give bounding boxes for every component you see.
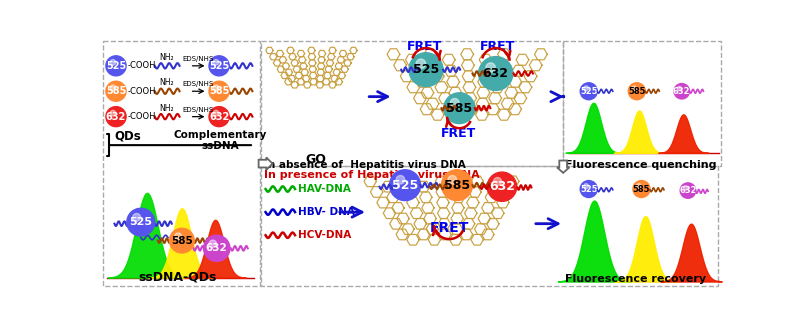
Text: QDs: QDs	[114, 130, 141, 143]
Text: 525: 525	[579, 87, 597, 96]
Text: In presence of Hepatitis virus DNA: In presence of Hepatitis virus DNA	[263, 170, 479, 180]
Circle shape	[132, 214, 141, 221]
Text: NH₂: NH₂	[159, 53, 173, 62]
Text: NH₂: NH₂	[159, 104, 173, 113]
Text: Complementary
ssDNA: Complementary ssDNA	[173, 130, 267, 151]
Text: -COOH: -COOH	[128, 87, 156, 96]
Circle shape	[110, 85, 116, 90]
Text: 632: 632	[106, 112, 126, 122]
Circle shape	[396, 176, 404, 184]
Circle shape	[450, 98, 459, 107]
Circle shape	[627, 83, 645, 100]
Circle shape	[416, 59, 425, 68]
Circle shape	[106, 107, 126, 127]
Text: EDS/NHS: EDS/NHS	[182, 56, 214, 62]
Circle shape	[106, 81, 126, 101]
Bar	[562, 41, 720, 166]
Text: 585: 585	[106, 86, 126, 96]
Text: ssDNA-QDs: ssDNA-QDs	[139, 271, 217, 284]
Circle shape	[209, 240, 216, 248]
Circle shape	[583, 184, 588, 189]
Circle shape	[493, 178, 501, 186]
Text: HAV-DNA: HAV-DNA	[298, 184, 351, 194]
Bar	[261, 166, 717, 286]
Circle shape	[409, 53, 442, 87]
Text: NH₂: NH₂	[159, 78, 173, 87]
Circle shape	[106, 56, 126, 76]
Circle shape	[673, 84, 689, 99]
Text: 585: 585	[627, 87, 645, 96]
Circle shape	[389, 170, 420, 201]
Circle shape	[683, 186, 687, 190]
Circle shape	[485, 63, 495, 72]
Text: -COOH: -COOH	[128, 112, 156, 121]
Circle shape	[443, 93, 475, 123]
Circle shape	[487, 172, 516, 201]
Text: 632: 632	[672, 87, 690, 96]
Text: FRET: FRET	[440, 127, 475, 140]
Circle shape	[676, 87, 681, 91]
Text: 525: 525	[413, 63, 438, 76]
Text: 585: 585	[632, 185, 650, 193]
Text: HCV-DNA: HCV-DNA	[298, 230, 351, 240]
Text: -COOH: -COOH	[128, 61, 156, 70]
Circle shape	[631, 86, 636, 91]
Circle shape	[580, 83, 597, 100]
Circle shape	[203, 235, 230, 261]
Circle shape	[127, 208, 154, 236]
Circle shape	[110, 60, 116, 65]
Text: EDS/NHS: EDS/NHS	[182, 81, 214, 87]
Text: 632: 632	[679, 186, 696, 195]
Polygon shape	[556, 160, 569, 173]
Text: 632: 632	[482, 67, 508, 80]
Text: Fluorescence recovery: Fluorescence recovery	[565, 274, 706, 284]
Text: 632: 632	[488, 180, 514, 193]
Circle shape	[583, 86, 588, 91]
Text: In absence of  Hepatitis virus DNA: In absence of Hepatitis virus DNA	[263, 160, 465, 170]
Text: 525: 525	[209, 61, 229, 71]
Circle shape	[636, 184, 641, 189]
Text: 585: 585	[446, 102, 472, 115]
Circle shape	[213, 85, 218, 90]
Circle shape	[174, 233, 181, 240]
Circle shape	[209, 81, 229, 101]
Circle shape	[441, 170, 472, 201]
Circle shape	[213, 60, 218, 65]
Text: 632: 632	[209, 112, 229, 122]
Circle shape	[169, 228, 194, 253]
Circle shape	[580, 180, 597, 198]
Text: HBV- DNA: HBV- DNA	[298, 207, 355, 217]
Text: 632: 632	[206, 243, 227, 253]
Bar	[261, 41, 562, 166]
Text: EDS/NHS: EDS/NHS	[182, 107, 214, 113]
Text: 585: 585	[443, 179, 470, 192]
Text: 525: 525	[106, 61, 126, 71]
Circle shape	[478, 57, 512, 90]
Circle shape	[213, 110, 218, 116]
Text: FRET: FRET	[406, 40, 442, 53]
Text: FRET: FRET	[429, 221, 468, 235]
Circle shape	[209, 56, 229, 76]
Text: FRET: FRET	[479, 40, 514, 53]
Text: Fluorescence quenching: Fluorescence quenching	[565, 160, 716, 170]
Text: 585: 585	[209, 86, 229, 96]
Polygon shape	[259, 157, 272, 170]
Text: GO: GO	[305, 153, 326, 166]
Circle shape	[110, 110, 116, 116]
Circle shape	[632, 180, 649, 198]
Circle shape	[209, 107, 229, 127]
Text: 525: 525	[392, 179, 418, 192]
Circle shape	[447, 176, 456, 184]
Text: 525: 525	[129, 217, 152, 227]
Text: 525: 525	[579, 185, 597, 193]
Circle shape	[679, 183, 695, 198]
Text: 585: 585	[171, 236, 193, 246]
Bar	[103, 41, 260, 286]
